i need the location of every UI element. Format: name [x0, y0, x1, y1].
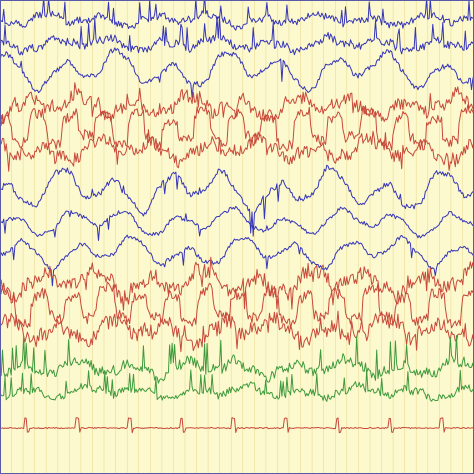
eeg-channel-trace-2: [0, 16, 474, 56]
eeg-channel-trace-6: [0, 129, 474, 172]
eeg-channel-trace-1: [0, 0, 474, 31]
eeg-channel-trace-12: [0, 309, 474, 353]
eeg-channel-trace-3: [0, 47, 474, 99]
eeg-channel-trace-8: [0, 205, 474, 241]
eeg-channel-trace-7: [0, 164, 474, 237]
eeg-channel-trace-4: [0, 82, 474, 126]
eeg-channel-trace-15: [0, 417, 474, 434]
eeg-channel-trace-5: [0, 104, 474, 152]
eeg-channel-trace-9: [0, 234, 474, 287]
eeg-channel-trace-10: [0, 256, 474, 311]
time-grid: [11, 0, 463, 474]
channel-traces: [0, 0, 474, 434]
eeg-channel-trace-13: [0, 335, 474, 384]
eeg-channel-trace-11: [0, 281, 474, 329]
eeg-channel-trace-14: [0, 369, 474, 402]
